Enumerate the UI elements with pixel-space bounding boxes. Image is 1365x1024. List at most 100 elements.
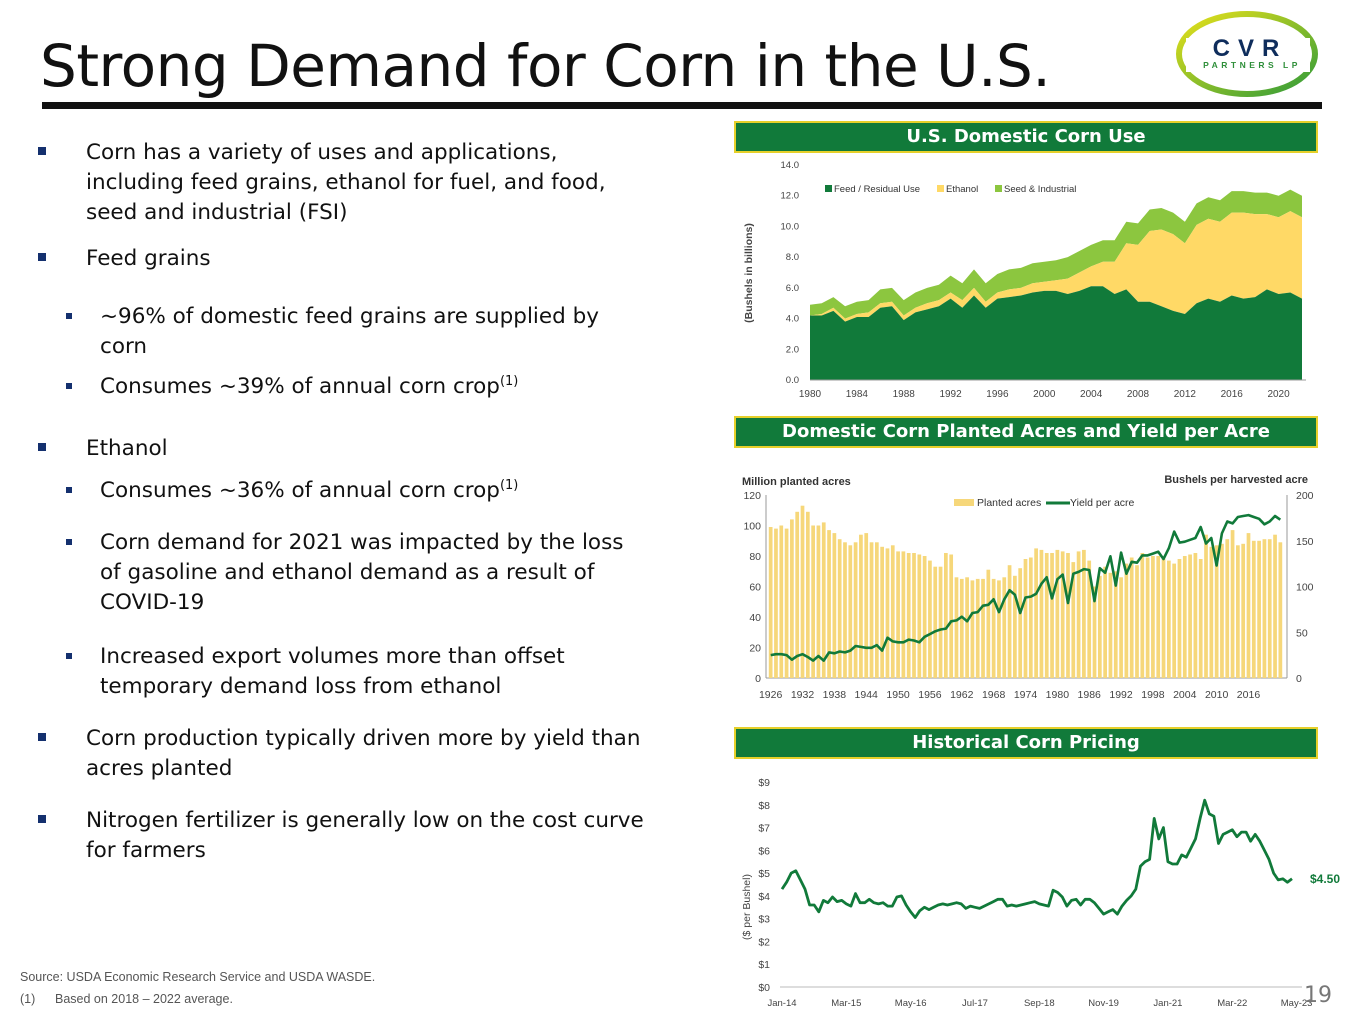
bar-planted-acres [832,533,837,678]
x-tick-label: 2012 [1174,389,1197,400]
y-tick-label: 14.0 [781,160,800,171]
bar-planted-acres [837,539,842,678]
bullet-marker-icon [38,443,46,451]
x-tick-label: 1932 [791,689,815,701]
y-tick-label: 8.0 [786,252,799,263]
right-tick-label: 100 [1296,582,1314,594]
bullet-text: Corn demand for 2021 was impacted by the… [100,530,624,615]
bullet-footnote-ref: (1) [499,477,519,493]
bullet-footnote-ref: (1) [499,373,519,389]
x-tick-label: Nov-19 [1088,998,1119,1009]
bar-planted-acres [959,578,964,678]
logo-tagline: PARTNERS LP [1203,60,1301,70]
x-tick-label: 1944 [855,689,879,701]
x-tick-label: 1926 [759,689,783,701]
area-series-0 [810,286,1302,380]
x-tick-label: Jan-21 [1153,998,1182,1009]
bar-planted-acres [981,578,985,678]
x-tick-label: 1968 [982,689,1006,701]
y-tick-label: 0.0 [786,375,799,386]
bar-planted-acres [811,525,815,678]
legend-label: Seed & Industrial [1004,184,1076,195]
legend-label: Planted acres [977,497,1041,509]
x-tick-label: Sep-18 [1024,998,1055,1009]
y-tick-label: $4 [758,891,770,903]
left-tick-label: 60 [749,582,761,594]
bar-planted-acres [874,542,879,678]
bar-planted-acres [848,545,853,678]
bar-planted-acres [912,553,916,678]
bar-planted-acres [1044,553,1049,678]
bar-planted-acres [1166,560,1171,678]
bar-planted-acres [1182,556,1187,678]
bar-planted-acres [991,578,996,678]
bar-planted-acres [853,542,858,678]
bar-planted-acres [1108,572,1113,678]
bullet-marker-icon [38,147,46,155]
x-tick-label: 1980 [1046,689,1070,701]
bullet-marker-icon [66,383,72,389]
bar-planted-acres [1124,563,1129,678]
bar-planted-acres [1161,559,1166,678]
y-tick-label: $0 [758,982,770,994]
right-tick-label: 200 [1296,490,1314,502]
bar-planted-acres [1113,571,1118,679]
bar-planted-acres [859,534,863,678]
bar-planted-acres [768,527,773,678]
bar-planted-acres [965,577,969,678]
cvr-partners-logo: CVR PARTNERS LP [1176,11,1318,97]
x-tick-label: Mar-22 [1217,998,1247,1009]
right-tick-label: 150 [1296,536,1314,548]
y-tick-label: $5 [758,868,770,880]
x-tick-label: 1992 [939,389,962,400]
bar-planted-acres [1007,565,1012,678]
bar-planted-acres [928,560,932,678]
legend-label: Ethanol [946,184,978,195]
bar-planted-acres [1076,551,1081,678]
x-tick-label: 2020 [1267,389,1290,400]
bar-planted-acres [1236,545,1240,678]
bullet-text: Corn production typically driven more by… [86,726,641,781]
legend-swatch [995,185,1002,192]
bar-planted-acres [1257,540,1261,679]
bar-planted-acres [1151,556,1155,678]
bar-planted-acres [1071,562,1076,678]
bar-planted-acres [827,530,831,678]
area-series-2 [810,189,1302,319]
bar-planted-acres [906,553,911,678]
bar-planted-acres [885,548,890,678]
x-tick-label: 1938 [823,689,847,701]
x-tick-label: May-16 [895,998,927,1009]
bar-planted-acres [1225,539,1230,678]
chart-header-acres-yield: Domestic Corn Planted Acres and Yield pe… [734,416,1318,448]
bar-planted-acres [1140,553,1145,678]
x-tick-label: 1984 [846,389,869,400]
right-axis-title: Bushels per harvested acre [1164,474,1308,486]
bar-planted-acres [795,511,800,678]
x-tick-label: 1992 [1109,689,1133,701]
x-tick-label: 2016 [1237,689,1261,701]
bar-planted-acres [1204,534,1208,678]
bar-planted-acres [1013,575,1017,678]
bar-planted-acres [864,533,869,678]
bar-planted-acres [975,578,980,678]
line-yield-per-acre [770,513,1282,662]
x-tick-label: Mar-15 [831,998,861,1009]
corn-use-area-chart: 0.0 2.0 4.0 6.0 8.0 10.0 12.0 14.0 1980 1984 1988 1… [743,160,1306,400]
chart-header-corn-use: U.S. Domestic Corn Use [734,121,1318,153]
bullet-marker-icon [38,733,46,741]
left-tick-label: 40 [749,612,761,624]
bullet-text: Corn has a variety of uses and applicati… [86,140,606,225]
x-tick-label: 2016 [1221,389,1244,400]
corn-price-chart: $0 $1 $2 $3 $4 $5 $6 $7 $8 $9 ($ per Bushel) Jan-14… [741,777,1340,1009]
footnote-text: Based on 2018 – 2022 average. [55,992,233,1006]
x-tick-label: 2008 [1127,389,1150,400]
page-number: 19 [1304,983,1332,1008]
y-axis-label: ($ per Bushel) [741,874,753,940]
bullet-marker-icon [66,313,72,319]
bar-planted-acres [1198,559,1203,678]
bar-planted-acres [938,566,943,678]
bar-planted-acres [970,580,975,678]
bar-planted-acres [1103,566,1107,678]
bullet-text: Feed grains [86,246,211,271]
